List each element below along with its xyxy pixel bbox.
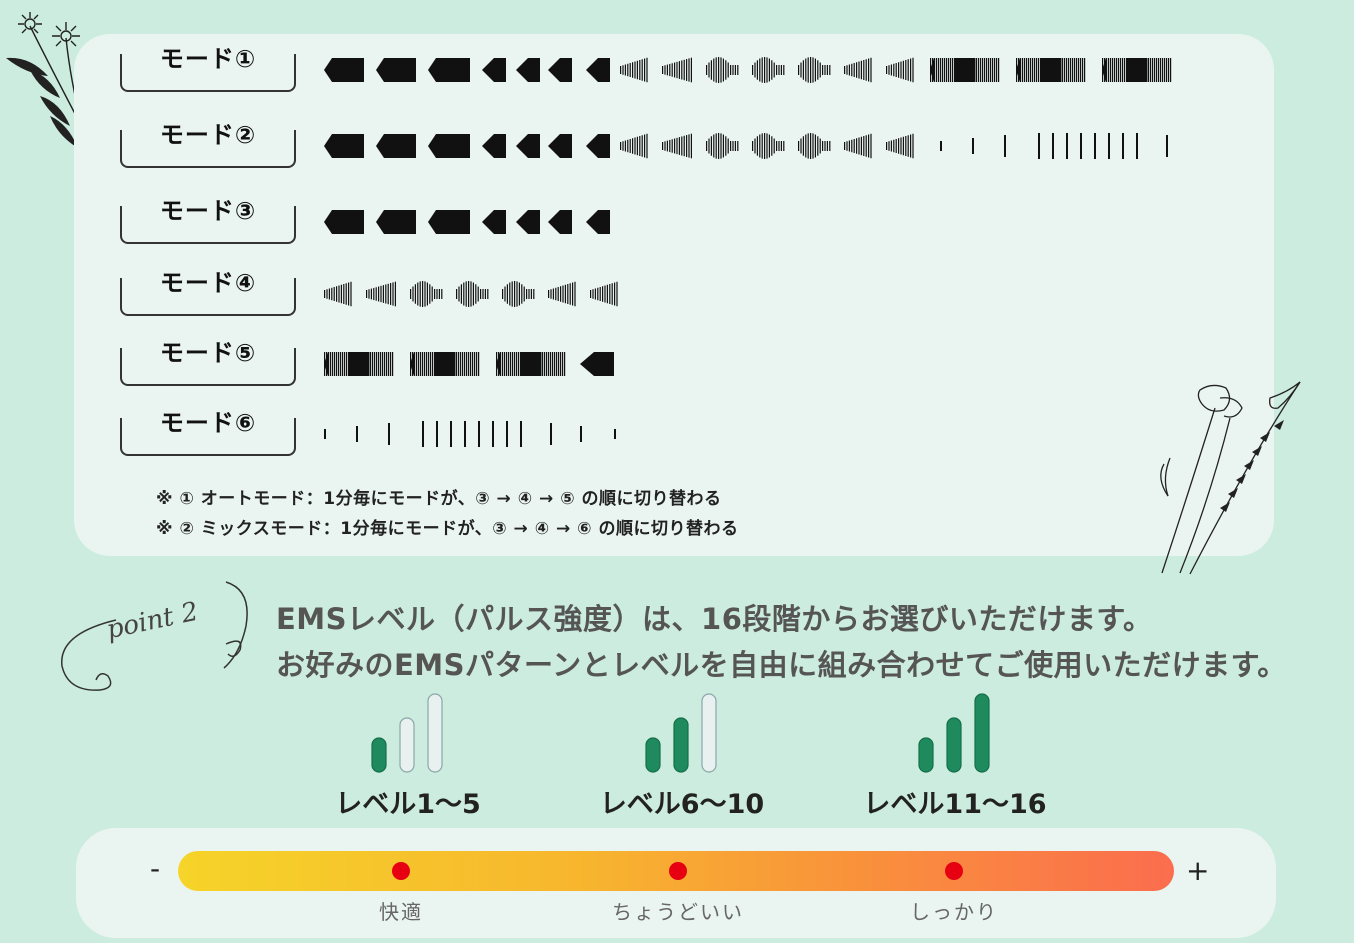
flower-sprig-right-icon — [1160, 381, 1301, 575]
pulse-pattern-1 — [324, 50, 1184, 90]
mode-label[interactable]: モード② — [120, 122, 296, 168]
mode-label[interactable]: モード③ — [120, 198, 296, 244]
gauge-label-just-right: ちょうどいい — [612, 900, 744, 924]
point-badge — [61, 581, 248, 691]
signal-bars-icon — [645, 693, 717, 773]
mode-label[interactable]: モード⑥ — [120, 410, 296, 456]
mode-label[interactable]: モード⑤ — [120, 340, 296, 386]
mode-row-4: モード④ — [120, 270, 1180, 322]
mode-row-3: モード③ — [120, 198, 1180, 250]
minus-sign: - — [150, 852, 161, 885]
gauge-marker — [945, 862, 963, 880]
gauge-label-firm: しっかり — [910, 900, 998, 924]
mode-row-6: モード⑥ — [120, 410, 1180, 462]
point-line-1: EMSレベル（パルス強度）は、16段階からお選びいただけます。 — [276, 602, 1153, 636]
gauge-marker — [392, 862, 410, 880]
pulse-pattern-2 — [324, 126, 1184, 166]
note-mix-mode: ※ ② ミックスモード：1分毎にモードが、③ → ④ → ⑥ の順に切り替わる — [156, 519, 739, 539]
level-label: レベル11～16 — [863, 789, 1047, 820]
pulse-pattern-4 — [324, 274, 1184, 314]
note-auto-mode: ※ ① オートモード：1分毎にモードが、③ → ④ → ⑤ の順に切り替わる — [156, 489, 722, 509]
pulse-pattern-3 — [324, 202, 1184, 242]
mode-label[interactable]: モード① — [120, 46, 296, 92]
mode-row-5: モード⑤ — [120, 340, 1180, 392]
gauge-marker — [669, 862, 687, 880]
level-label: レベル6～10 — [599, 789, 765, 820]
mode-label[interactable]: モード④ — [120, 270, 296, 316]
level-indicator-high: レベル11～16 — [855, 690, 1055, 820]
signal-bars-icon — [918, 693, 990, 773]
signal-bars-icon — [371, 693, 443, 773]
level-indicator-low: レベル1～5 — [308, 690, 508, 820]
mode-panel — [74, 34, 1274, 556]
pulse-pattern-5 — [324, 344, 1184, 384]
gauge-label-comfort: 快適 — [379, 900, 423, 924]
level-label: レベル1～5 — [335, 789, 481, 820]
mode-row-2: モード② — [120, 122, 1180, 174]
pulse-pattern-6 — [324, 414, 1184, 454]
point-line-2: お好みのEMSパターンとレベルを自由に組み合わせてご使用いただけます。 — [276, 648, 1287, 682]
mode-row-1: モード① — [120, 46, 1180, 98]
level-indicator-mid: レベル6～10 — [582, 690, 782, 820]
plus-sign: + — [1186, 854, 1210, 887]
